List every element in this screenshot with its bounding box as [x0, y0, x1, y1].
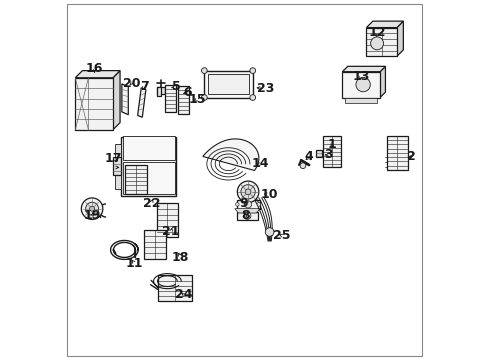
- Text: 5: 5: [172, 80, 181, 93]
- Circle shape: [81, 198, 102, 220]
- Text: 9: 9: [239, 197, 247, 210]
- Circle shape: [300, 163, 305, 168]
- Text: 8: 8: [241, 210, 249, 222]
- Circle shape: [265, 228, 273, 236]
- Circle shape: [85, 202, 99, 215]
- Circle shape: [249, 95, 255, 100]
- Text: 21: 21: [162, 225, 180, 238]
- Polygon shape: [122, 84, 128, 115]
- Polygon shape: [379, 66, 385, 98]
- Polygon shape: [322, 136, 341, 167]
- Polygon shape: [178, 86, 188, 114]
- Polygon shape: [396, 21, 403, 56]
- Polygon shape: [122, 162, 174, 194]
- Polygon shape: [204, 71, 252, 98]
- Circle shape: [370, 37, 383, 50]
- Circle shape: [201, 95, 207, 100]
- Text: 11: 11: [125, 257, 143, 270]
- Text: 12: 12: [367, 27, 385, 40]
- Polygon shape: [207, 74, 249, 94]
- Circle shape: [201, 68, 207, 73]
- Polygon shape: [164, 85, 176, 112]
- Polygon shape: [366, 28, 396, 56]
- Circle shape: [241, 185, 255, 199]
- Polygon shape: [113, 71, 120, 130]
- Text: 17: 17: [104, 152, 122, 165]
- Polygon shape: [115, 144, 121, 189]
- Polygon shape: [234, 209, 260, 213]
- Text: 16: 16: [86, 62, 103, 75]
- Text: 23: 23: [256, 82, 273, 95]
- Circle shape: [244, 201, 251, 208]
- Text: 25: 25: [273, 229, 290, 242]
- Text: 14: 14: [251, 157, 269, 170]
- Circle shape: [244, 189, 250, 195]
- Circle shape: [249, 68, 255, 73]
- Polygon shape: [156, 203, 178, 237]
- Text: 2: 2: [406, 150, 415, 163]
- Text: 19: 19: [83, 210, 101, 222]
- Polygon shape: [125, 165, 147, 194]
- Polygon shape: [342, 66, 385, 72]
- Polygon shape: [366, 21, 403, 28]
- Polygon shape: [345, 98, 376, 103]
- Text: 7: 7: [140, 80, 149, 93]
- Polygon shape: [122, 136, 174, 160]
- Polygon shape: [113, 157, 121, 175]
- Text: 20: 20: [122, 77, 140, 90]
- Circle shape: [89, 206, 94, 211]
- Text: 1: 1: [327, 138, 336, 150]
- Polygon shape: [158, 275, 191, 301]
- Polygon shape: [386, 136, 407, 170]
- Text: 15: 15: [188, 93, 205, 106]
- Polygon shape: [342, 72, 379, 98]
- Polygon shape: [144, 230, 165, 259]
- Circle shape: [257, 203, 260, 206]
- Text: 22: 22: [142, 197, 160, 210]
- Text: 18: 18: [172, 251, 189, 264]
- Circle shape: [235, 203, 239, 206]
- Polygon shape: [236, 200, 259, 209]
- Text: 3: 3: [324, 148, 332, 161]
- Polygon shape: [75, 71, 120, 78]
- Text: 6: 6: [183, 86, 191, 99]
- Text: 10: 10: [260, 188, 277, 201]
- Text: 13: 13: [352, 69, 369, 82]
- Polygon shape: [156, 87, 161, 96]
- Circle shape: [244, 212, 250, 220]
- Polygon shape: [203, 139, 258, 171]
- Text: 4: 4: [304, 150, 313, 163]
- Circle shape: [355, 77, 369, 92]
- Polygon shape: [236, 212, 258, 220]
- Polygon shape: [316, 149, 321, 157]
- Text: 24: 24: [174, 288, 192, 301]
- Circle shape: [237, 181, 258, 203]
- Polygon shape: [137, 88, 145, 117]
- Polygon shape: [75, 78, 113, 130]
- Polygon shape: [156, 87, 164, 94]
